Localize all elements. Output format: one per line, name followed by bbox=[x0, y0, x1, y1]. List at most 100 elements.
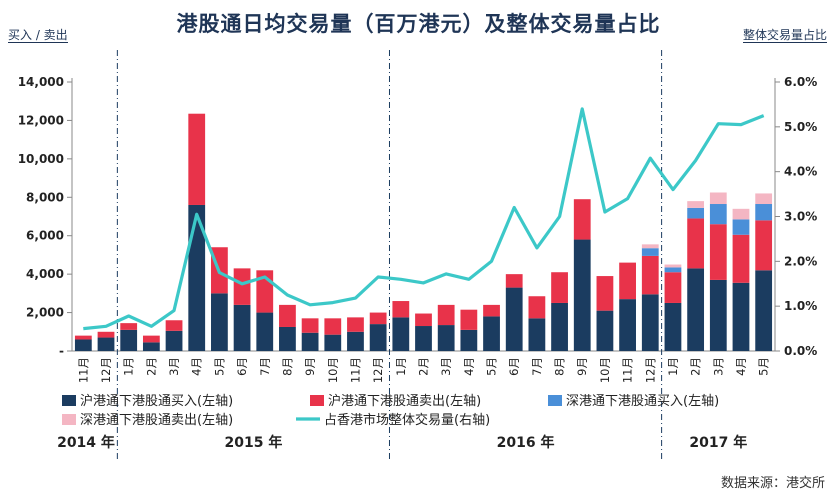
x-tick-label: 10月 bbox=[598, 357, 612, 383]
bar-segment-2 bbox=[279, 304, 296, 327]
bar-segment-2 bbox=[165, 320, 183, 331]
x-tick-label: 1月 bbox=[666, 357, 680, 376]
legend-swatch bbox=[62, 414, 76, 425]
bar-segment-1 bbox=[120, 329, 138, 351]
y-right-tick-label: 3.0% bbox=[784, 210, 817, 224]
legend-label: 深港通下港股通卖出(左轴) bbox=[80, 413, 233, 428]
year-label: 2017 年 bbox=[689, 434, 747, 451]
bar-segment-1 bbox=[732, 282, 750, 351]
bar-segment-2 bbox=[392, 301, 410, 318]
bar-segment-1 bbox=[256, 312, 274, 351]
bar-segment-1 bbox=[619, 299, 636, 351]
bar-segment-4 bbox=[687, 201, 705, 208]
legend-label: 深港通下港股通买入(左轴) bbox=[566, 394, 719, 409]
bar-segment-2 bbox=[188, 113, 206, 205]
x-tick-label: 8月 bbox=[280, 357, 294, 376]
x-tick-label: 9月 bbox=[575, 357, 589, 376]
bar-segment-1 bbox=[596, 310, 614, 351]
right-axis-note: 整体交易量占比 bbox=[742, 28, 827, 43]
x-tick-label: 6月 bbox=[235, 357, 249, 376]
y-left-tick-label: 6,000 bbox=[26, 229, 64, 243]
bar-segment-1 bbox=[301, 332, 319, 351]
x-tick-label: 5月 bbox=[212, 357, 226, 376]
bar-segment-1 bbox=[415, 326, 432, 351]
bar-segment-4 bbox=[732, 208, 750, 220]
bar-segment-2 bbox=[233, 268, 251, 305]
left-axis-note: 买入 / 卖出 bbox=[8, 28, 68, 43]
y-left-tick-label: - bbox=[59, 344, 64, 358]
x-tick-label: 7月 bbox=[258, 357, 272, 376]
x-tick-label: 1月 bbox=[122, 357, 136, 376]
year-label: 2015 年 bbox=[224, 434, 282, 451]
data-source-note: 数据来源：港交所 bbox=[720, 476, 825, 491]
y-right-tick-label: 6.0% bbox=[784, 75, 817, 89]
bar-segment-1 bbox=[74, 339, 92, 351]
x-tick-label: 8月 bbox=[553, 357, 567, 376]
bar-segment-2 bbox=[74, 335, 92, 340]
x-tick-label: 5月 bbox=[485, 357, 499, 376]
bar-segment-2 bbox=[324, 318, 342, 335]
y-left-tick-label: 10,000 bbox=[18, 152, 64, 166]
bar-segment-2 bbox=[641, 255, 659, 295]
bar-segment-1 bbox=[528, 318, 546, 351]
x-tick-label: 3月 bbox=[711, 357, 725, 376]
y-right-tick-label: 5.0% bbox=[784, 120, 817, 134]
legend-swatch bbox=[548, 395, 562, 406]
bar-segment-2 bbox=[505, 274, 523, 288]
bar-segment-2 bbox=[709, 224, 727, 280]
bar-segment-2 bbox=[573, 199, 591, 240]
bar-segment-2 bbox=[301, 318, 319, 333]
x-tick-label: 5月 bbox=[757, 357, 771, 376]
bar-segment-2 bbox=[120, 323, 138, 330]
legend-label: 沪港通下港股通买入(左轴) bbox=[80, 393, 233, 409]
x-tick-label: 4月 bbox=[734, 357, 748, 376]
bar-segment-1 bbox=[687, 268, 705, 351]
y-left-tick-label: 14,000 bbox=[18, 75, 64, 89]
bar-segment-1 bbox=[483, 316, 500, 351]
year-label: 2016 年 bbox=[497, 434, 555, 451]
bar-segment-1 bbox=[142, 342, 160, 351]
bar-segment-3 bbox=[664, 267, 682, 273]
x-tick-label: 12月 bbox=[643, 357, 657, 383]
bar-segment-2 bbox=[347, 317, 364, 332]
y-right-tick-label: 4.0% bbox=[784, 165, 817, 179]
x-tick-label: 9月 bbox=[303, 357, 317, 376]
y-left-tick-label: 2,000 bbox=[26, 306, 64, 320]
bar-segment-2 bbox=[415, 313, 432, 327]
x-tick-label: 12月 bbox=[99, 357, 113, 383]
x-tick-label: 10月 bbox=[326, 357, 340, 383]
bar-segment-1 bbox=[211, 293, 228, 351]
x-tick-label: 4月 bbox=[190, 357, 204, 376]
bar-segment-1 bbox=[551, 302, 568, 351]
bar-segment-1 bbox=[165, 330, 183, 351]
x-tick-label: 7月 bbox=[530, 357, 544, 376]
bar-segment-1 bbox=[755, 270, 773, 351]
y-right-tick-label: 1.0% bbox=[784, 299, 817, 313]
x-tick-label: 4月 bbox=[462, 357, 476, 376]
bar-segment-2 bbox=[619, 262, 636, 300]
bar-segment-1 bbox=[188, 204, 206, 351]
bar-segment-2 bbox=[732, 234, 750, 283]
chart-title: 港股通日均交易量（百万港元）及整体交易量占比 bbox=[176, 12, 661, 36]
x-tick-label: 1月 bbox=[394, 357, 408, 376]
bar-segment-2 bbox=[664, 272, 682, 303]
bar-segment-1 bbox=[279, 326, 296, 351]
bar-segment-2 bbox=[755, 220, 773, 271]
legend-label: 占香港市场整体交易量(右轴) bbox=[324, 412, 490, 428]
bar-segment-4 bbox=[664, 264, 682, 268]
bar-segment-1 bbox=[347, 331, 364, 351]
legend-swatch bbox=[310, 395, 324, 406]
bar-segment-1 bbox=[460, 329, 478, 351]
bar-segment-2 bbox=[142, 335, 160, 343]
bar-segment-2 bbox=[437, 304, 455, 326]
legend-label: 沪港通下港股通卖出(左轴) bbox=[328, 393, 481, 409]
x-tick-label: 11月 bbox=[621, 357, 635, 383]
bar-segment-3 bbox=[755, 204, 773, 221]
bar-segment-2 bbox=[369, 312, 387, 325]
bar-segment-2 bbox=[551, 272, 568, 303]
bar-segment-4 bbox=[755, 193, 773, 205]
bar-segment-1 bbox=[664, 302, 682, 351]
x-tick-label: 11月 bbox=[76, 357, 90, 383]
x-tick-label: 2月 bbox=[417, 357, 431, 376]
